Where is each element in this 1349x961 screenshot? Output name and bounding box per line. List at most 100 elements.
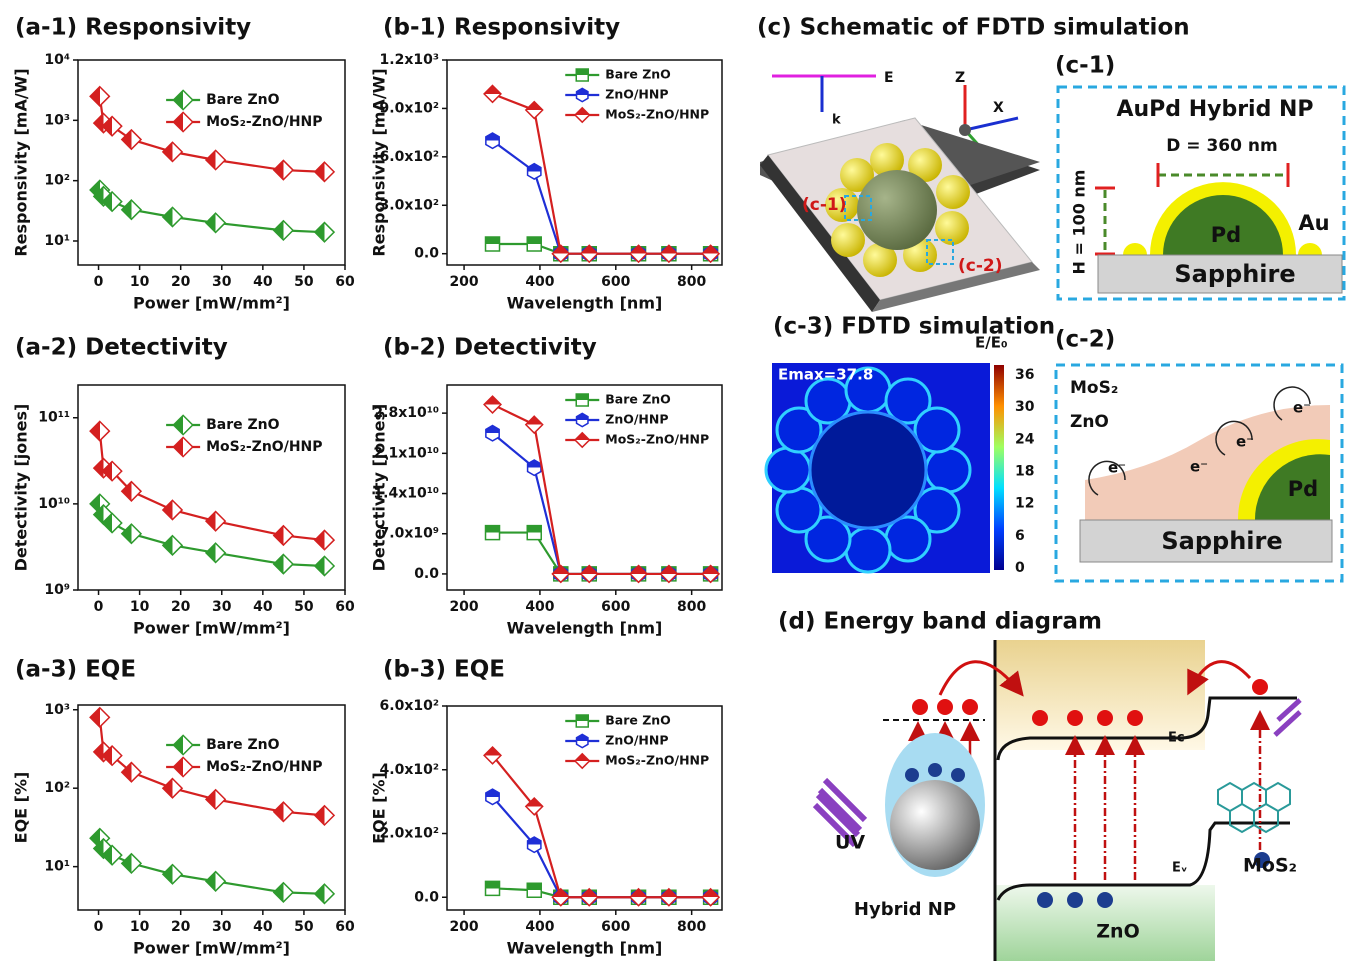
marker (206, 512, 225, 531)
colorbar-tick-label: 6 (1015, 528, 1025, 544)
y-axis-label: Detectivity [jones] (370, 404, 389, 572)
x-tick-label: 0 (94, 274, 104, 290)
marker (274, 221, 293, 240)
legend-label: Bare ZnO (206, 417, 280, 433)
marker (526, 416, 543, 433)
x-tick-label: 0 (94, 599, 104, 615)
chart-title: (a-2) Detectivity (15, 335, 228, 361)
chart-title: (b-3) EQE (383, 657, 505, 683)
x-tick-label: 50 (294, 599, 314, 615)
marker (315, 223, 334, 242)
x-tick-label: 10 (130, 599, 150, 615)
label: X (993, 100, 1004, 116)
series-line (493, 433, 711, 574)
series-line (493, 405, 711, 574)
marker (163, 865, 182, 884)
legend-marker (577, 734, 588, 747)
colorbar (994, 365, 1004, 570)
legend-marker (576, 715, 588, 727)
marker (206, 872, 225, 891)
x-tick-label: 20 (171, 274, 191, 290)
x-tick-label: 30 (212, 919, 232, 935)
legend-marker (174, 112, 193, 131)
x-tick-label: 30 (212, 599, 232, 615)
colorbar-tick-label: 18 (1015, 464, 1034, 480)
label: ZnO (1070, 412, 1109, 432)
marker (528, 837, 541, 852)
x-tick-label: 10 (130, 919, 150, 935)
chart-title: (b-2) Detectivity (383, 335, 597, 361)
panel-title: (c-3) FDTD simulation (773, 314, 1055, 340)
y-tick-label: 10² (44, 173, 70, 189)
x-axis-label: Wavelength [nm] (507, 939, 663, 958)
panel-title: (c) Schematic of FDTD simulation (757, 15, 1190, 41)
marker (486, 133, 499, 148)
legend-marker (575, 754, 589, 768)
y-axis-label: Responsivity [mA/W] (370, 68, 389, 256)
panel-title: (c-2) (1055, 327, 1115, 353)
marker (274, 554, 293, 573)
marker (486, 526, 500, 540)
x-tick-label: 400 (525, 274, 554, 290)
label: Eᴄ (1168, 731, 1185, 746)
y-tick-label: 0.0 (414, 566, 439, 582)
x-tick-label: 400 (525, 919, 554, 935)
figure: (c) Schematic of FDTD simulation E k Z X… (0, 0, 1349, 961)
label: H = 100 nm (1070, 170, 1089, 275)
label: (c-1) (802, 195, 847, 215)
label: k (832, 113, 841, 128)
x-tick-label: 40 (253, 274, 273, 290)
y-tick-label: 10³ (44, 702, 70, 718)
legend-label: ZnO/HNP (605, 733, 668, 748)
colorbar-tick-label: 12 (1015, 496, 1034, 512)
y-tick-label: 10⁴ (44, 52, 70, 68)
colorbar-ticks: 061218243036 (1015, 367, 1035, 576)
marker (527, 237, 541, 251)
x-tick-label: 0 (94, 919, 104, 935)
legend-label: MoS₂-ZnO/HNP (206, 439, 322, 455)
page: (c) Schematic of FDTD simulation E k Z X… (0, 0, 1349, 961)
x-tick-label: 800 (677, 599, 706, 615)
y-tick-label: 6.0x10² (380, 698, 439, 714)
marker (527, 526, 541, 540)
x-tick-label: 200 (449, 599, 478, 615)
legend-label: ZnO/HNP (605, 87, 668, 102)
colorbar-tick-label: 36 (1015, 367, 1034, 383)
label: Hybrid NP (854, 899, 956, 920)
series-line (493, 533, 711, 574)
marker (528, 460, 541, 475)
marker (206, 790, 225, 809)
x-tick-label: 600 (601, 919, 630, 935)
axis-x (965, 118, 1018, 130)
series-line (493, 244, 711, 254)
y-tick-label: 10² (44, 780, 70, 796)
label: Eᵥ (1172, 861, 1187, 876)
legend-marker (575, 433, 589, 447)
panel-d: (d) Energy band diagram Eᴄ Eᵥ UV Hybrid … (778, 609, 1300, 961)
marker (122, 130, 141, 149)
legend-label: Bare ZnO (206, 92, 280, 108)
label: MoS₂ (1070, 378, 1118, 398)
legend-label: MoS₂-ZnO/HNP (206, 759, 322, 775)
marker (163, 536, 182, 555)
marker (163, 142, 182, 161)
marker (486, 789, 499, 804)
x-tick-label: 60 (335, 919, 355, 935)
legend-label: MoS₂-ZnO/HNP (206, 114, 322, 130)
series-line (493, 755, 711, 897)
x-tick-label: 50 (294, 919, 314, 935)
x-axis-label: Wavelength [nm] (507, 619, 663, 638)
x-tick-label: 10 (130, 274, 150, 290)
chart-title: (a-3) EQE (15, 657, 136, 683)
x-tick-label: 400 (525, 599, 554, 615)
x-axis-label: Power [mW/mm²] (133, 619, 290, 638)
marker (90, 708, 109, 727)
legend-label: Bare ZnO (605, 713, 671, 728)
light (1275, 700, 1300, 735)
marker (486, 881, 500, 895)
marker (315, 806, 334, 825)
label: Sapphire (1174, 260, 1295, 288)
series-line (493, 797, 711, 897)
